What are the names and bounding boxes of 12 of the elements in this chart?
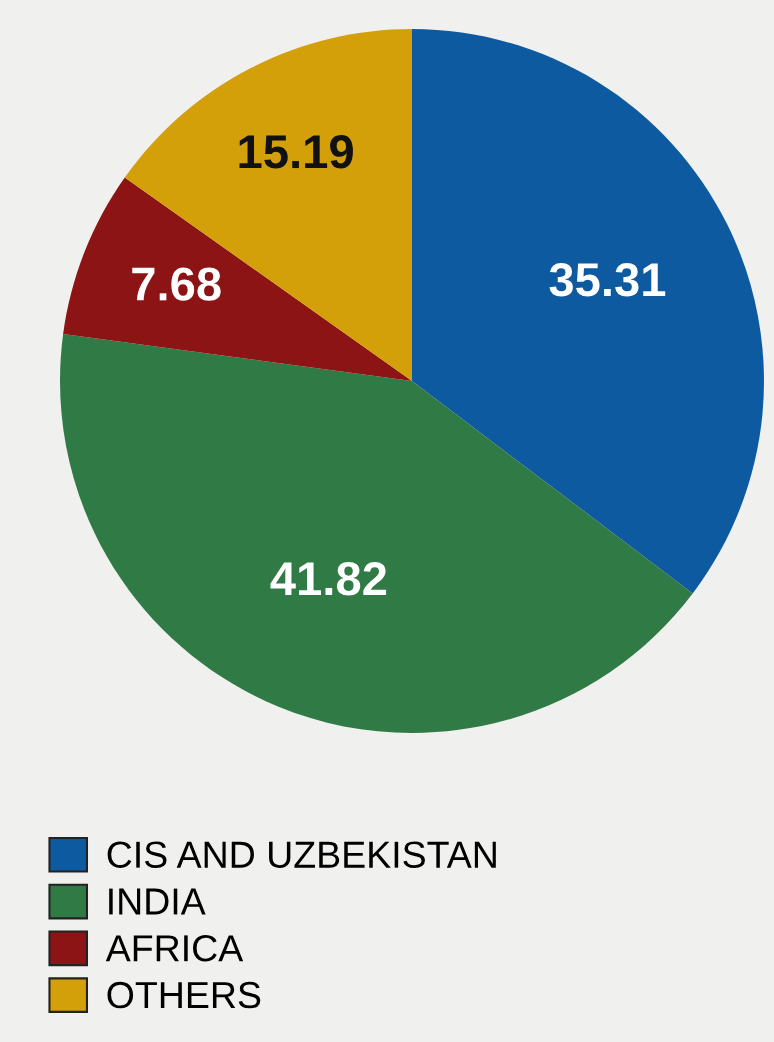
pie-slice: [63, 177, 412, 381]
legend-label: INDIA: [109, 888, 206, 915]
pie-slice: [124, 29, 412, 381]
data-label: 7.68: [132, 267, 221, 301]
pie-slice: [60, 334, 693, 733]
data-label: 41.82: [270, 562, 387, 596]
pie-slice: [412, 29, 764, 594]
data-label: 15.19: [239, 135, 353, 169]
data-label: 35.31: [549, 263, 666, 297]
legend-label: AFRICA: [105, 935, 244, 962]
legend-label: OTHERS: [107, 981, 261, 1009]
legend-label: CIS AND UZBEKISTAN: [107, 841, 496, 868]
